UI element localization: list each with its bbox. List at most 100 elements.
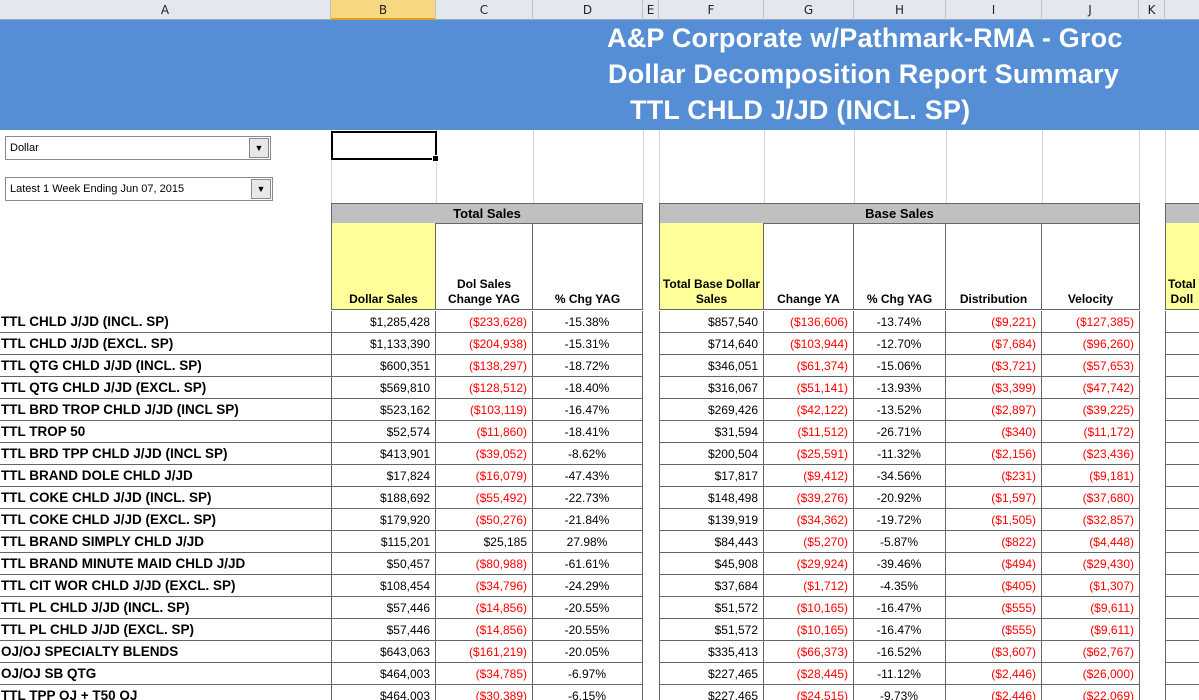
cell-j[interactable]: ($57,653): [1041, 355, 1140, 377]
cell-g[interactable]: ($10,165): [763, 597, 854, 619]
cell-h[interactable]: -11.32%: [853, 443, 946, 465]
cell-f[interactable]: $227,465: [659, 663, 764, 685]
cell-b[interactable]: $569,810: [331, 377, 436, 399]
cell-b[interactable]: $643,063: [331, 641, 436, 663]
cell-c[interactable]: ($138,297): [435, 355, 533, 377]
row-label[interactable]: TTL PL CHLD J/JD (EXCL. SP): [1, 622, 195, 637]
cell-partial[interactable]: [1165, 641, 1199, 663]
cell-d[interactable]: -20.55%: [532, 619, 643, 641]
cell-partial[interactable]: [1165, 531, 1199, 553]
cell-f[interactable]: $346,051: [659, 355, 764, 377]
cell-b[interactable]: $115,201: [331, 531, 436, 553]
column-header-f[interactable]: F: [659, 0, 764, 20]
cell-d[interactable]: -20.55%: [532, 597, 643, 619]
cell-d[interactable]: -15.38%: [532, 311, 643, 333]
cell-g[interactable]: ($39,276): [763, 487, 854, 509]
cell-j[interactable]: ($1,307): [1041, 575, 1140, 597]
cell-b[interactable]: $1,133,390: [331, 333, 436, 355]
cell-i[interactable]: ($555): [945, 619, 1042, 641]
cell-c[interactable]: ($50,276): [435, 509, 533, 531]
cell-partial[interactable]: [1165, 575, 1199, 597]
cell-g[interactable]: ($28,445): [763, 663, 854, 685]
cell-f[interactable]: $148,498: [659, 487, 764, 509]
cell-c[interactable]: ($233,628): [435, 311, 533, 333]
cell-i[interactable]: ($3,607): [945, 641, 1042, 663]
row-label[interactable]: TTL COKE CHLD J/JD (EXCL. SP): [1, 512, 217, 527]
cell-b[interactable]: $413,901: [331, 443, 436, 465]
cell-h[interactable]: -16.47%: [853, 597, 946, 619]
cell-c[interactable]: ($34,796): [435, 575, 533, 597]
cell-partial[interactable]: [1165, 399, 1199, 421]
cell-b[interactable]: $17,824: [331, 465, 436, 487]
cell-d[interactable]: 27.98%: [532, 531, 643, 553]
column-header-k[interactable]: K: [1139, 0, 1165, 20]
cell-partial[interactable]: [1165, 509, 1199, 531]
column-header-c[interactable]: C: [436, 0, 533, 20]
cell-j[interactable]: ($26,000): [1041, 663, 1140, 685]
period-dropdown[interactable]: Latest 1 Week Ending Jun 07, 2015 ▼: [5, 177, 273, 201]
column-header-d[interactable]: D: [533, 0, 643, 20]
cell-h[interactable]: -9.73%: [853, 685, 946, 700]
cell-d[interactable]: -6.97%: [532, 663, 643, 685]
cell-partial[interactable]: [1165, 597, 1199, 619]
cell-g[interactable]: ($51,141): [763, 377, 854, 399]
cell-d[interactable]: -15.31%: [532, 333, 643, 355]
row-label[interactable]: OJ/OJ SB QTG: [1, 666, 97, 681]
cell-j[interactable]: ($22,069): [1041, 685, 1140, 700]
cell-i[interactable]: ($9,221): [945, 311, 1042, 333]
cell-h[interactable]: -20.92%: [853, 487, 946, 509]
measure-dropdown[interactable]: Dollar ▼: [5, 136, 271, 160]
cell-b[interactable]: $108,454: [331, 575, 436, 597]
cell-c[interactable]: ($80,988): [435, 553, 533, 575]
cell-i[interactable]: ($555): [945, 597, 1042, 619]
cell-i[interactable]: ($405): [945, 575, 1042, 597]
column-header-j[interactable]: J: [1042, 0, 1139, 20]
cell-j[interactable]: ($9,181): [1041, 465, 1140, 487]
cell-partial[interactable]: [1165, 377, 1199, 399]
cell-partial[interactable]: [1165, 333, 1199, 355]
cell-i[interactable]: ($3,721): [945, 355, 1042, 377]
cell-g[interactable]: ($5,270): [763, 531, 854, 553]
column-header-g[interactable]: G: [764, 0, 854, 20]
cell-b[interactable]: $57,446: [331, 597, 436, 619]
row-label[interactable]: TTL CHLD J/JD (INCL. SP): [1, 314, 169, 329]
cell-f[interactable]: $227,465: [659, 685, 764, 700]
cell-h[interactable]: -26.71%: [853, 421, 946, 443]
cell-h[interactable]: -39.46%: [853, 553, 946, 575]
cell-c[interactable]: ($103,119): [435, 399, 533, 421]
cell-f[interactable]: $269,426: [659, 399, 764, 421]
cell-b[interactable]: $188,692: [331, 487, 436, 509]
cell-i[interactable]: ($2,156): [945, 443, 1042, 465]
cell-i[interactable]: ($494): [945, 553, 1042, 575]
cell-b[interactable]: $179,920: [331, 509, 436, 531]
cell-j[interactable]: ($23,436): [1041, 443, 1140, 465]
cell-j[interactable]: ($37,680): [1041, 487, 1140, 509]
cell-d[interactable]: -18.72%: [532, 355, 643, 377]
row-label[interactable]: TTL QTG CHLD J/JD (EXCL. SP): [1, 380, 207, 395]
cell-b[interactable]: $50,457: [331, 553, 436, 575]
column-header-h[interactable]: H: [854, 0, 946, 20]
cell-partial[interactable]: [1165, 355, 1199, 377]
cell-j[interactable]: ($39,225): [1041, 399, 1140, 421]
cell-d[interactable]: -21.84%: [532, 509, 643, 531]
cell-f[interactable]: $17,817: [659, 465, 764, 487]
row-label[interactable]: TTL COKE CHLD J/JD (INCL. SP): [1, 490, 212, 505]
row-label[interactable]: TTL PL CHLD J/JD (INCL. SP): [1, 600, 190, 615]
row-label[interactable]: TTL BRD TPP CHLD J/JD (INCL SP): [1, 446, 228, 461]
cell-d[interactable]: -22.73%: [532, 487, 643, 509]
cell-c[interactable]: ($14,856): [435, 597, 533, 619]
row-label[interactable]: TTL BRD TROP CHLD J/JD (INCL SP): [1, 402, 239, 417]
cell-i[interactable]: ($7,684): [945, 333, 1042, 355]
cell-g[interactable]: ($25,591): [763, 443, 854, 465]
cell-partial[interactable]: [1165, 465, 1199, 487]
cell-d[interactable]: -24.29%: [532, 575, 643, 597]
cell-c[interactable]: ($55,492): [435, 487, 533, 509]
cell-partial[interactable]: [1165, 685, 1199, 700]
cell-h[interactable]: -5.87%: [853, 531, 946, 553]
cell-f[interactable]: $200,504: [659, 443, 764, 465]
cell-i[interactable]: ($822): [945, 531, 1042, 553]
cell-c[interactable]: $25,185: [435, 531, 533, 553]
cell-partial[interactable]: [1165, 553, 1199, 575]
cell-g[interactable]: ($29,924): [763, 553, 854, 575]
cell-f[interactable]: $139,919: [659, 509, 764, 531]
